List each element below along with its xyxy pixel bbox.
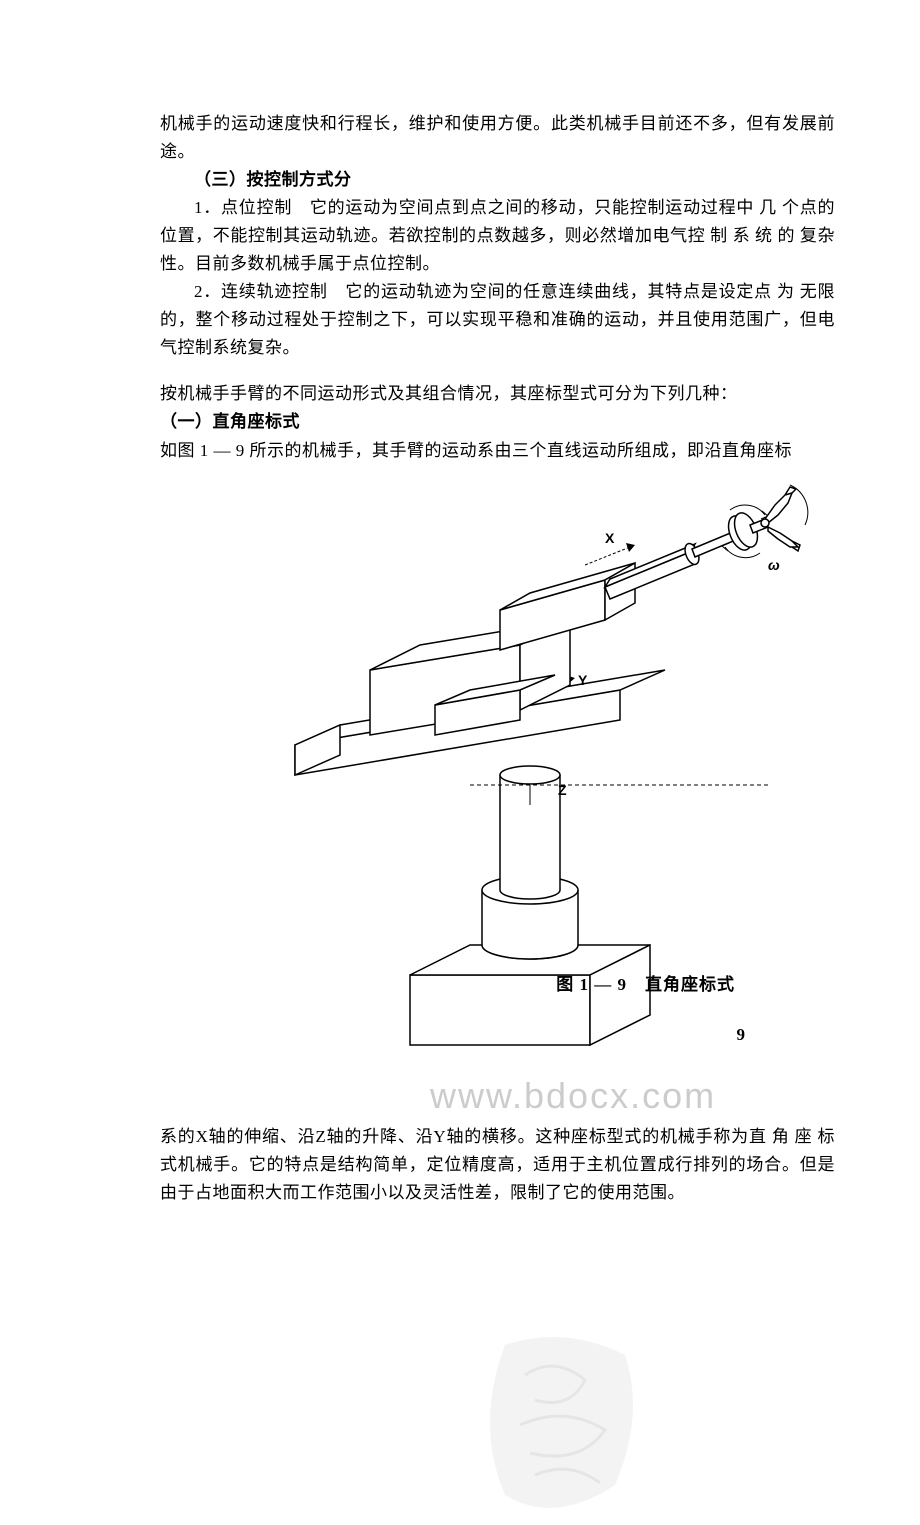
axis-y-label: Y <box>578 672 588 688</box>
para-bottom: 系的X轴的伸缩、沿Z轴的升降、沿Y轴的横移。这种座标型式的机械手称为直 角 座 … <box>160 1123 835 1207</box>
heading-control-method: （三）按控制方式分 <box>160 166 835 194</box>
para-intro: 机械手的运动速度快和行程长，维护和使用方便。此类机械手目前还不多，但有发展前途。 <box>160 110 835 166</box>
watermark-text: www.bdocx.com <box>430 1075 716 1117</box>
heading-cartesian: （一）直角座标式 <box>160 408 835 436</box>
para-point-control: 1．点位控制 它的运动为空间点到点之间的移动，只能控制运动过程中 几 个点的位置… <box>160 194 835 278</box>
watermark-seal <box>475 1325 655 1525</box>
page-number: 9 <box>737 1025 746 1045</box>
diagram-svg: Z Y <box>210 475 830 1055</box>
para-diagram-ref: 如图 1 — 9 所示的机械手，其手臂的运动系由三个直线运动所组成，即沿直角座标 <box>160 437 835 465</box>
axis-z-label: Z <box>558 782 567 798</box>
para-continuous-control: 2．连续轨迹控制 它的运动轨迹为空间的任意连续曲线，其特点是设定点 为 无限的，… <box>160 278 835 362</box>
diagram-caption: 图 1 — 9 直角座标式 <box>556 970 735 995</box>
axis-x-label: X <box>605 530 615 546</box>
axis-omega-label: ω <box>768 557 780 573</box>
diagram-figure-1-9: www.bdocx.com Z <box>160 475 835 1075</box>
para-coordinate-intro: 按机械手手臂的不同运动形式及其组合情况，其座标型式可分为下列几种： <box>160 380 835 408</box>
